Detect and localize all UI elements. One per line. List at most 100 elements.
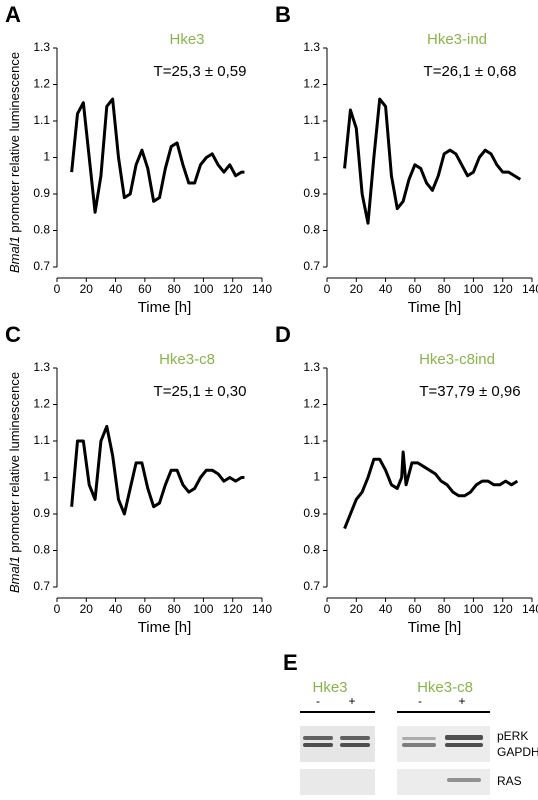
blot-strip <box>300 769 375 795</box>
x-tick-label: 100 <box>193 602 213 616</box>
x-tick-label: 20 <box>350 282 364 296</box>
annotation: T=26,1 ± 0,68 <box>424 63 517 80</box>
group-label: Hke3-c8 <box>417 679 473 696</box>
row-label: pERK <box>497 729 528 743</box>
y-tick-label: 1.1 <box>303 433 320 447</box>
blot-panel: E Hke3 Hke3-c8 - + - + pERK GAPDH RAS <box>283 650 538 795</box>
y-tick-label: 1 <box>43 470 50 484</box>
chart: A Hke3 T=25,3 ± 0,59 0.7 0.8 0.9 1 1.1 1.2 1.3 0 20… <box>5 2 272 316</box>
y-axis-label: Bmal1 promoter relative luminescence <box>7 52 22 273</box>
y-tick-label: 0.8 <box>303 223 320 237</box>
x-axis-label: Time [h] <box>138 299 192 316</box>
x-tick-label: 140 <box>522 602 538 616</box>
x-tick-label: 80 <box>437 602 451 616</box>
x-tick-label: 120 <box>493 282 513 296</box>
x-tick-label: 120 <box>223 602 243 616</box>
x-axis-label: Time [h] <box>408 299 462 316</box>
panel-label: A <box>5 2 21 27</box>
x-tick-label: 40 <box>109 282 123 296</box>
bands <box>303 735 483 747</box>
y-tick-label: 1.2 <box>33 77 50 91</box>
chart: B Hke3-ind T=26,1 ± 0,68 0.7 0.8 0.9 1 1.1 1.2 1.… <box>275 2 538 316</box>
x-tick-label: 0 <box>54 282 61 296</box>
group-label: Hke3 <box>312 679 347 696</box>
y-tick-label: 1.2 <box>303 77 320 91</box>
y-tick-label: 0.7 <box>303 579 320 593</box>
y-tick-label: 1 <box>313 150 320 164</box>
data-line <box>70 424 245 516</box>
chart-title: Hke3 <box>169 31 204 48</box>
y-tick-label: 1 <box>43 150 50 164</box>
y-tick-label: 1.2 <box>33 397 50 411</box>
x-tick-label: 140 <box>252 602 272 616</box>
x-tick-label: 100 <box>193 282 213 296</box>
y-tick-label: 1.1 <box>303 113 320 127</box>
row-label: GAPDH <box>497 745 538 759</box>
y-tick-label: 0.9 <box>33 506 50 520</box>
data-line <box>70 97 245 214</box>
y-tick-label: 1.2 <box>303 397 320 411</box>
x-tick-label: 80 <box>167 602 181 616</box>
y-tick-label: 1.3 <box>303 40 320 54</box>
x-tick-label: 20 <box>80 602 94 616</box>
x-tick-label: 20 <box>80 282 94 296</box>
x-tick-label: 60 <box>408 602 422 616</box>
lane-label: + <box>458 694 465 708</box>
x-axis-label: Time [h] <box>138 619 192 636</box>
y-tick-label: 0.7 <box>33 579 50 593</box>
x-tick-label: 140 <box>252 282 272 296</box>
lane-label: + <box>348 694 355 708</box>
x-tick-label: 40 <box>109 602 123 616</box>
y-tick-label: 0.8 <box>33 223 50 237</box>
x-tick-label: 0 <box>324 602 331 616</box>
chart-title: Hke3-c8 <box>159 351 215 368</box>
x-tick-label: 120 <box>223 282 243 296</box>
x-tick-label: 0 <box>54 602 61 616</box>
x-axis-label: Time [h] <box>408 619 462 636</box>
y-tick-label: 1.3 <box>303 360 320 374</box>
x-tick-label: 80 <box>167 282 181 296</box>
y-tick-label: 1.3 <box>33 360 50 374</box>
x-tick-label: 100 <box>463 602 483 616</box>
y-tick-label: 1.1 <box>33 113 50 127</box>
y-tick-label: 0.7 <box>303 259 320 273</box>
y-tick-label: 0.9 <box>33 186 50 200</box>
x-tick-label: 60 <box>138 282 152 296</box>
x-tick-label: 140 <box>522 282 538 296</box>
annotation: T=25,3 ± 0,59 <box>154 63 247 80</box>
y-tick-label: 1.3 <box>33 40 50 54</box>
band <box>447 778 481 782</box>
y-axis-label-part: Bmal1 <box>7 556 22 593</box>
x-tick-label: 100 <box>463 282 483 296</box>
chart-title: Hke3-ind <box>427 31 487 48</box>
y-axis-label-part: promoter relative luminescence <box>7 372 22 556</box>
panel-label: D <box>275 322 291 347</box>
x-tick-label: 20 <box>350 602 364 616</box>
y-tick-label: 0.9 <box>303 506 320 520</box>
chart-title: Hke3-c8ind <box>419 351 495 368</box>
y-tick-label: 0.8 <box>303 543 320 557</box>
y-tick-label: 0.7 <box>33 259 50 273</box>
x-tick-label: 120 <box>493 602 513 616</box>
lane-label: - <box>316 694 320 708</box>
y-axis-label: Bmal1 promoter relative luminescence <box>7 372 22 593</box>
x-tick-label: 0 <box>324 282 331 296</box>
x-tick-label: 40 <box>379 282 393 296</box>
x-tick-label: 60 <box>138 602 152 616</box>
x-tick-label: 80 <box>437 282 451 296</box>
y-axis-label-part: promoter relative luminescence <box>7 52 22 236</box>
panel-label: C <box>5 322 21 347</box>
row-label: RAS <box>497 774 522 788</box>
y-tick-label: 0.9 <box>303 186 320 200</box>
data-line <box>343 450 519 530</box>
y-axis-label-part: Bmal1 <box>7 236 22 273</box>
panel-label: E <box>283 650 298 675</box>
annotation: T=37,79 ± 0,96 <box>419 383 520 400</box>
chart: C Hke3-c8 T=25,1 ± 0,30 0.7 0.8 0.9 1 1.1 1.2 1.3… <box>5 322 272 636</box>
y-tick-label: 0.8 <box>33 543 50 557</box>
panel-label: B <box>275 2 291 27</box>
x-tick-label: 60 <box>408 282 422 296</box>
lane-label: - <box>418 694 422 708</box>
chart: D Hke3-c8ind T=37,79 ± 0,96 0.7 0.8 0.9 1 1.1 1.… <box>275 322 538 636</box>
annotation: T=25,1 ± 0,30 <box>154 383 247 400</box>
